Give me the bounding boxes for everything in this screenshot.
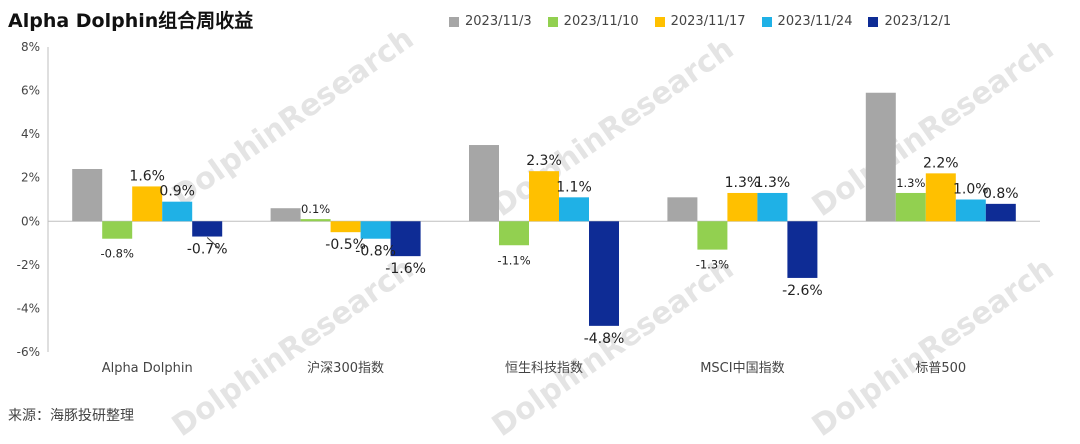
bar — [300, 219, 331, 222]
x-category-label: Alpha Dolphin — [102, 361, 193, 376]
data-label: 1.3% — [725, 175, 761, 191]
data-label: 2.3% — [526, 153, 562, 169]
data-label: -1.1% — [497, 253, 530, 267]
x-category-label: MSCI中国指数 — [700, 361, 784, 376]
legend-item-2023-11-10: 2023/11/10 — [547, 14, 639, 29]
y-tick-label: 8% — [21, 40, 40, 54]
chart-title: Alpha Dolphin组合周收益 — [8, 10, 254, 32]
data-label: -1.6% — [385, 261, 426, 277]
data-label: 1.3% — [755, 175, 791, 191]
x-category-label: 恒生科技指数 — [505, 361, 583, 376]
bar — [162, 201, 193, 222]
legend-swatch — [654, 16, 665, 27]
data-label: 0.9% — [159, 184, 195, 200]
x-category-label: 标普500 — [915, 361, 966, 376]
bar — [72, 169, 103, 222]
bar — [559, 197, 589, 222]
bar — [787, 221, 818, 278]
bar — [132, 186, 163, 222]
legend-label: 2023/11/17 — [670, 14, 746, 29]
legend: 2023/11/3 2023/11/10 2023/11/17 2023/11/… — [449, 14, 967, 29]
bar — [727, 192, 758, 222]
y-tick-label: -4% — [17, 301, 40, 315]
bar — [925, 173, 956, 222]
bar — [360, 221, 391, 239]
data-label: -0.8% — [101, 247, 134, 261]
bar — [589, 221, 619, 326]
data-label: -0.5% — [325, 237, 366, 253]
data-label: 1.1% — [556, 179, 592, 195]
bar — [499, 221, 529, 246]
x-category-label: 沪深300指数 — [307, 360, 384, 376]
legend-item-2023-11-3: 2023/11/3 — [449, 14, 532, 29]
y-tick-label: -2% — [17, 258, 40, 272]
y-tick-label: 6% — [21, 84, 40, 98]
data-label: 2.2% — [923, 155, 959, 171]
legend-swatch — [449, 16, 459, 27]
bar — [757, 192, 788, 222]
legend-swatch — [761, 16, 772, 27]
legend-label: 2023/12/1 — [884, 14, 952, 29]
bar — [529, 171, 559, 222]
legend-label: 2023/11/24 — [777, 14, 853, 29]
data-label: -0.8% — [355, 244, 396, 260]
data-label: -0.7% — [187, 242, 228, 258]
bar — [469, 145, 499, 222]
data-label: 1.0% — [953, 182, 989, 198]
y-tick-label: -6% — [17, 345, 40, 359]
legend-item-2023-11-24: 2023/11/24 — [761, 14, 853, 29]
data-label: -1.3% — [696, 258, 729, 272]
data-label: 0.1% — [301, 202, 330, 216]
bar-layer — [72, 92, 1016, 326]
bar — [697, 221, 728, 250]
legend-item-2023-11-17: 2023/11/17 — [654, 14, 746, 29]
bar — [102, 221, 133, 239]
bar — [985, 203, 1016, 222]
data-label: -2.6% — [782, 283, 823, 299]
bar — [270, 208, 301, 222]
legend-swatch — [547, 16, 558, 27]
data-label: 1.6% — [129, 168, 165, 184]
source-note: 来源：海豚投研整理 — [8, 408, 134, 424]
bar — [895, 192, 926, 222]
legend-item-2023-12-1: 2023/12/1 — [868, 14, 951, 29]
bar — [192, 221, 223, 237]
bar — [955, 199, 986, 222]
bar — [390, 221, 421, 257]
label-layer: Alpha Dolphin -0.8% 1.6%0.9% -0.7% 沪深300指数 0.… — [101, 153, 1019, 376]
y-tick-label: 2% — [21, 171, 40, 185]
data-label: 0.8% — [983, 186, 1019, 202]
y-tick-label: 4% — [21, 127, 40, 141]
bar-chart: -6% -4% -2% 0% 2% 4% 6% 8% Alpha Dolphin -0.8% 1.… — [17, 40, 1040, 376]
data-label: 1.3% — [896, 176, 925, 190]
legend-label: 2023/11/3 — [465, 14, 532, 29]
bar — [865, 92, 896, 222]
data-label: -4.8% — [584, 331, 625, 347]
bar — [330, 221, 361, 233]
y-tick-label: 0% — [21, 214, 40, 228]
legend-swatch — [868, 16, 879, 27]
legend-label: 2023/11/10 — [563, 14, 639, 29]
leader-line — [206, 237, 220, 249]
bar — [667, 197, 698, 222]
